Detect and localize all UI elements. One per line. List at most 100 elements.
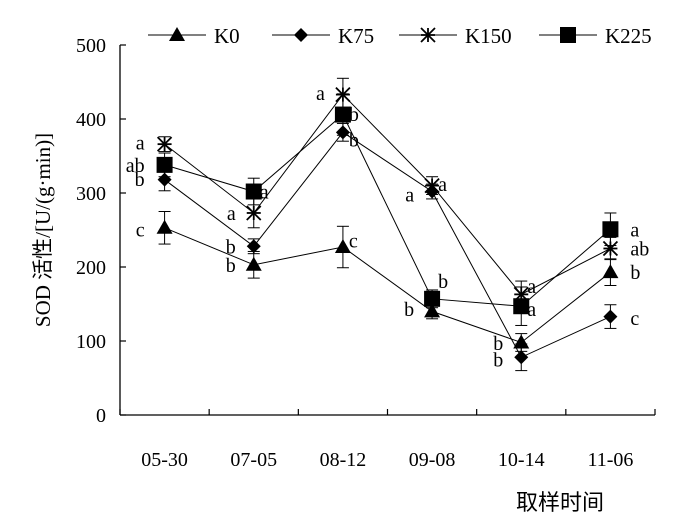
data-point	[602, 264, 619, 279]
axes: 0 100 200 300 400 500 05-30 07-05 08-12 09-08 10-1…	[76, 35, 656, 471]
y-tick-label: 300	[76, 183, 106, 205]
square-marker	[334, 106, 351, 123]
triangle-marker	[513, 334, 530, 349]
data-point	[514, 350, 529, 365]
data-point	[424, 303, 441, 318]
data-point	[156, 219, 173, 234]
x-tick-label: 07-05	[230, 449, 277, 471]
data-point	[602, 240, 619, 257]
significance-letter: b	[404, 299, 414, 321]
triangle-marker	[602, 264, 619, 279]
x-tick-label: 11-06	[587, 449, 633, 471]
significance-letter: b	[226, 255, 236, 277]
legend-label: K0	[214, 24, 240, 48]
legend-marker	[294, 28, 308, 42]
data-point	[156, 156, 173, 173]
legend-marker	[420, 27, 436, 43]
y-tick-label: 200	[76, 257, 106, 279]
legend: K0 K75 K150 K225	[148, 24, 652, 48]
significance-letter: b	[349, 104, 359, 126]
asterisk-stroke	[156, 136, 173, 152]
series-k225	[156, 93, 619, 326]
diamond-marker	[603, 309, 618, 324]
significance-letter: c	[136, 219, 145, 241]
significance-letter: b	[630, 262, 640, 284]
data-point	[334, 239, 351, 254]
legend-item-k0: K0	[148, 24, 240, 48]
asterisk-stroke	[420, 27, 436, 43]
data-point	[603, 309, 618, 324]
triangle-marker	[156, 219, 173, 234]
significance-letter: ab	[630, 239, 649, 261]
x-axis-title: 取样时间	[516, 490, 604, 515]
square-marker	[513, 298, 530, 315]
data-point	[157, 172, 172, 187]
square-marker	[156, 156, 173, 173]
triangle-marker	[169, 27, 185, 41]
data-point	[334, 106, 351, 123]
significance-letter: a	[316, 83, 325, 105]
y-tick-label: 500	[76, 35, 106, 57]
diamond-marker	[246, 239, 261, 254]
significance-letter: a	[527, 276, 536, 298]
significance-letter: a	[405, 184, 414, 206]
x-tick-label: 10-14	[498, 449, 545, 471]
x-tick-label: 08-12	[320, 449, 367, 471]
data-point	[424, 177, 440, 194]
asterisk-stroke	[246, 205, 262, 221]
significance-letter: ab	[126, 155, 145, 177]
significance-letter: c	[630, 308, 639, 330]
triangle-marker	[334, 239, 351, 254]
legend-item-k225: K225	[539, 24, 652, 48]
data-point	[246, 205, 262, 221]
series-layer	[156, 77, 619, 372]
triangle-marker	[245, 256, 262, 271]
asterisk-stroke	[424, 177, 440, 194]
significance-letter: b	[135, 169, 145, 191]
y-tick-label: 400	[76, 109, 106, 131]
series-k0	[156, 211, 619, 352]
legend-item-k150: K150	[399, 24, 512, 48]
square-marker	[424, 290, 441, 307]
legend-item-k75: K75	[272, 24, 374, 48]
significance-letter: a	[136, 133, 145, 155]
legend-label: K75	[338, 24, 374, 48]
series-line	[164, 113, 611, 307]
significance-letter: b	[493, 350, 503, 372]
legend-label: K150	[465, 24, 512, 48]
diamond-marker	[294, 28, 308, 42]
diamond-marker	[514, 350, 529, 365]
legend-marker	[560, 27, 576, 43]
significance-letter: b	[349, 130, 359, 152]
significance-letter: b	[438, 271, 448, 293]
y-tick-label: 0	[96, 405, 106, 427]
square-marker	[560, 27, 576, 43]
significance-letter: a	[630, 219, 639, 241]
x-tick-label: 09-08	[409, 449, 456, 471]
significance-letter: a	[227, 203, 236, 225]
significance-letter: b	[493, 333, 503, 355]
asterisk-stroke	[602, 240, 619, 257]
series-line	[164, 93, 611, 296]
data-point	[245, 256, 262, 271]
series-line	[164, 227, 611, 344]
data-point	[424, 290, 441, 307]
significance-letter: a	[260, 182, 269, 204]
data-point	[156, 136, 173, 152]
data-point	[513, 334, 530, 349]
data-point	[513, 298, 530, 315]
diamond-marker	[157, 172, 172, 187]
triangle-marker	[424, 303, 441, 318]
y-axis-title: SOD 活性/[U/(g·min)]	[31, 133, 55, 327]
significance-letter: b	[226, 236, 236, 258]
square-marker	[245, 183, 262, 200]
y-tick-label: 100	[76, 331, 106, 353]
legend-label: K225	[605, 24, 652, 48]
significance-letter: a	[527, 299, 536, 321]
data-point	[245, 183, 262, 200]
series-line	[164, 131, 611, 358]
data-point	[246, 239, 261, 254]
square-marker	[602, 221, 619, 238]
